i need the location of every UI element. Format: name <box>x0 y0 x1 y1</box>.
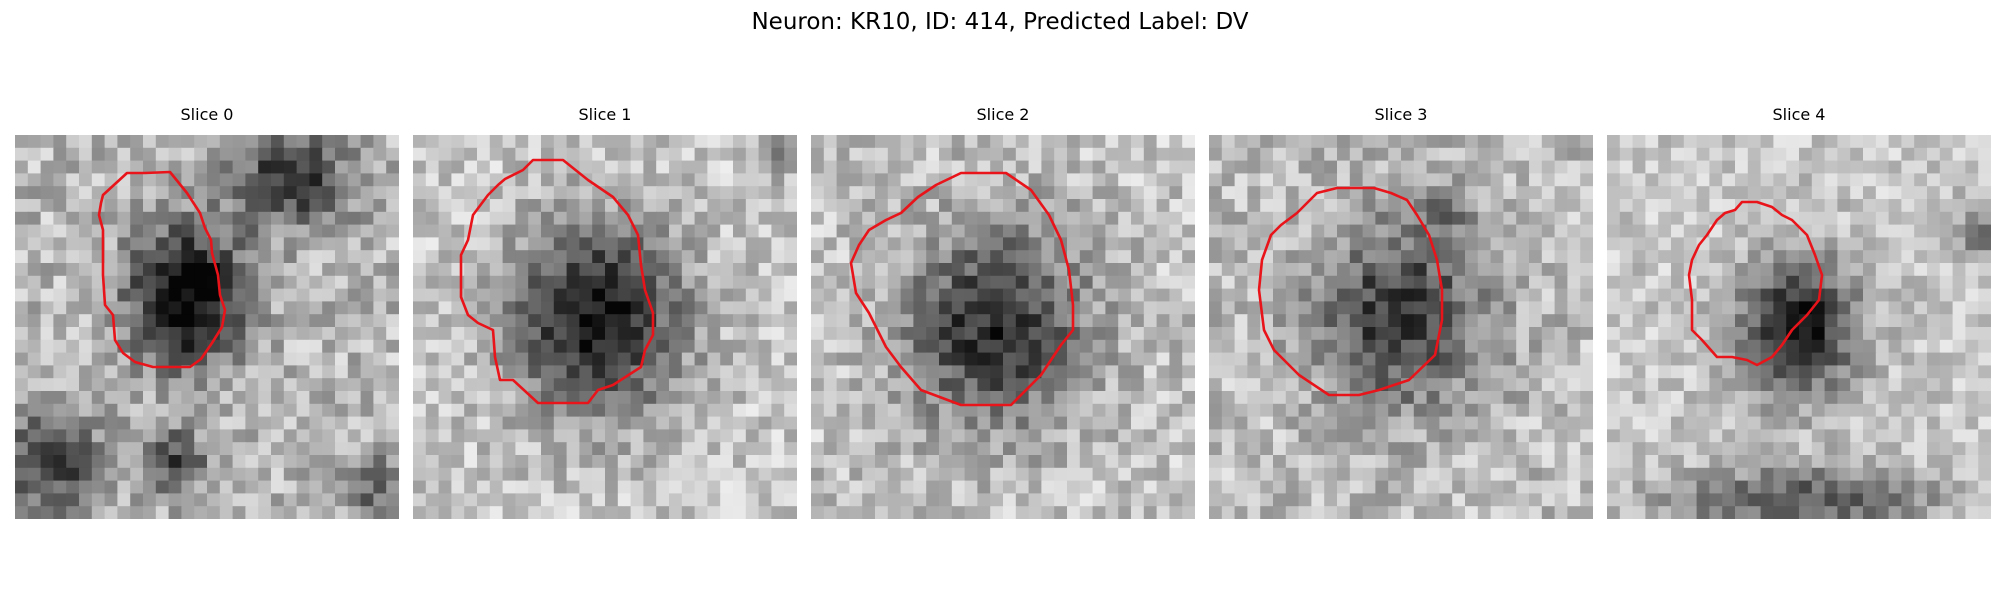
slice-2-contour <box>849 171 1075 407</box>
slice-4-title: Slice 4 <box>1772 105 1826 124</box>
slice-4-contour <box>1687 200 1824 367</box>
slice-4-image <box>1607 135 1991 519</box>
slice-3-title: Slice 3 <box>1374 105 1428 124</box>
slice-4-panel: Slice 4 <box>1607 105 1991 519</box>
slice-2-image <box>811 135 1195 519</box>
slice-1-image <box>413 135 797 519</box>
slice-2-title: Slice 2 <box>976 105 1030 124</box>
slice-1-title: Slice 1 <box>578 105 632 124</box>
slice-3-contour <box>1257 186 1444 397</box>
slice-2-panel: Slice 2 <box>811 105 1195 519</box>
figure-title: Neuron: KR10, ID: 414, Predicted Label: … <box>751 9 1249 35</box>
slice-3-panel: Slice 3 <box>1209 105 1593 519</box>
slice-1-contour <box>459 158 655 405</box>
slice-0-title: Slice 0 <box>180 105 234 124</box>
slice-0-contour <box>97 170 227 369</box>
slice-0-panel: Slice 0 <box>15 105 399 519</box>
slice-3-image <box>1209 135 1593 519</box>
slice-1-panel: Slice 1 <box>413 105 797 519</box>
slice-0-image <box>15 135 399 519</box>
